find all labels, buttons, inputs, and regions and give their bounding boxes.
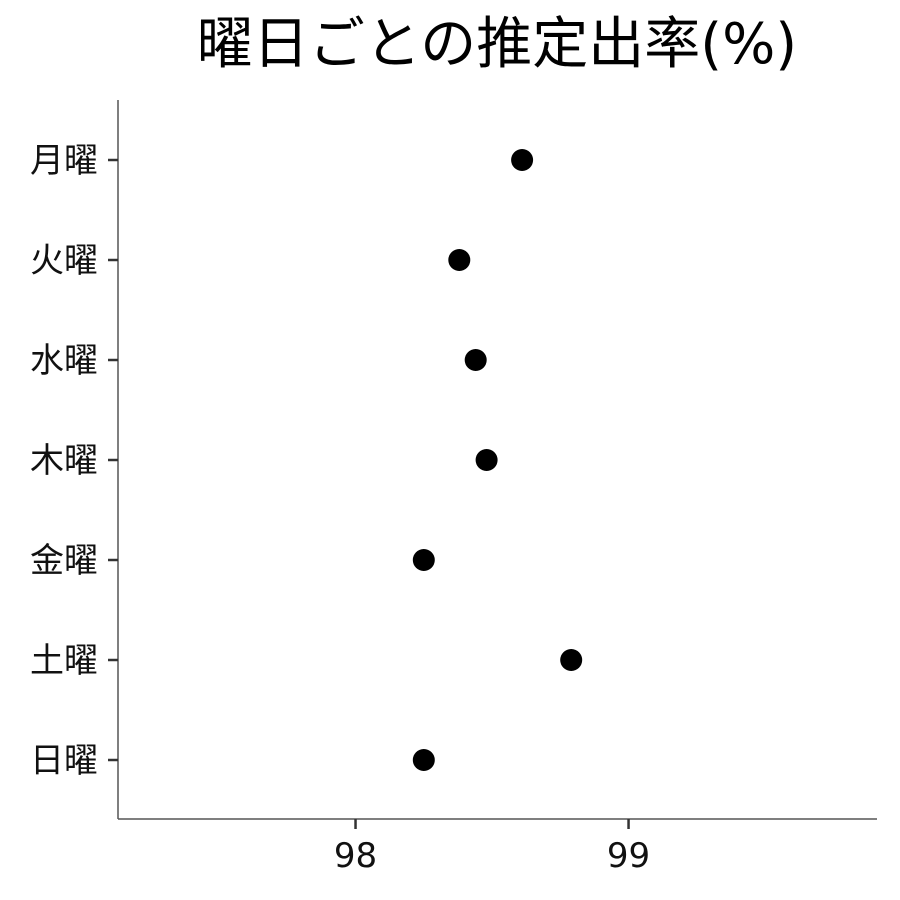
data-point [475,449,498,471]
data-point [511,149,534,171]
data-points [412,149,583,771]
y-tick-label: 日曜 [30,741,98,781]
y-tick-label: 月曜 [30,141,98,181]
y-tick-label: 土曜 [30,641,98,681]
y-tick-label: 木曜 [30,441,98,481]
x-tick-label: 98 [334,836,377,876]
data-point [412,549,435,571]
data-point [464,349,487,371]
data-point [412,749,435,771]
x-axis-ticks: 98 99 [334,819,650,876]
data-point [448,249,471,271]
y-tick-label: 火曜 [30,241,98,281]
data-point [560,649,583,671]
chart-title: 曜日ごとの推定出率(%) [197,12,797,77]
x-tick-label: 99 [607,836,650,876]
y-tick-label: 金曜 [30,541,98,581]
y-tick-label: 水曜 [30,341,98,381]
